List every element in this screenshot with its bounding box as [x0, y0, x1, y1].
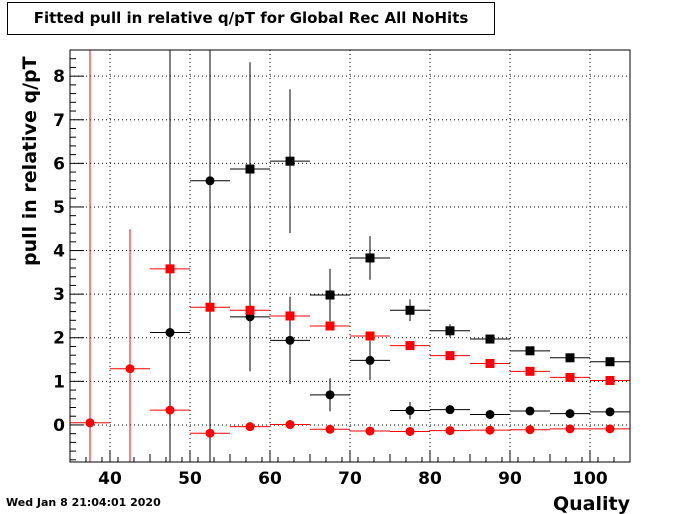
- data-point-circle: [565, 424, 575, 434]
- data-point-circle: [165, 405, 175, 415]
- data-point-circle: [445, 405, 455, 415]
- data-point-circle: [205, 428, 215, 438]
- series-red-circle: [70, 50, 630, 462]
- chart-title: Fitted pull in relative q/pT for Global …: [33, 9, 469, 27]
- y-tick-label: 2: [53, 329, 65, 349]
- data-point-square: [445, 326, 455, 336]
- data-point-square: [285, 311, 295, 321]
- data-point-square: [205, 302, 215, 312]
- data-point-square: [525, 346, 535, 356]
- x-tick-label: 60: [258, 469, 282, 489]
- x-axis-label: Quality: [553, 493, 631, 514]
- x-tick-label: 40: [98, 469, 122, 489]
- series-black-square: [230, 62, 630, 367]
- data-point-square: [605, 375, 615, 385]
- x-tick-label: 50: [178, 469, 202, 489]
- series-black-circle: [150, 50, 630, 462]
- y-tick-label: 0: [53, 416, 65, 436]
- data-point-circle: [325, 390, 335, 400]
- x-tick-label: 80: [418, 469, 442, 489]
- data-point-circle: [285, 420, 295, 430]
- data-point-square: [325, 290, 335, 300]
- data-point-square: [565, 353, 575, 363]
- data-point-square: [245, 164, 255, 174]
- data-point-circle: [325, 424, 335, 434]
- x-tick-label: 100: [572, 469, 608, 489]
- data-point-circle: [605, 424, 615, 434]
- data-point-square: [165, 264, 175, 274]
- data-point-circle: [405, 406, 415, 416]
- data-point-circle: [245, 422, 255, 432]
- y-tick-label: 3: [53, 285, 65, 305]
- data-point-square: [525, 366, 535, 376]
- data-point-square: [325, 321, 335, 331]
- data-point-circle: [605, 407, 615, 417]
- axes: 40 50 60 70 80 90 100 0 1 2 3 4 5 6 7 8: [53, 49, 631, 489]
- y-tick-label: 6: [53, 154, 65, 174]
- data-point-square: [485, 358, 495, 368]
- grid-lines: [70, 50, 630, 462]
- y-tick-label: 8: [53, 67, 65, 87]
- data-point-circle: [565, 409, 575, 419]
- series-red-square: [150, 264, 630, 385]
- data-marks: [70, 50, 630, 462]
- data-point-circle: [405, 426, 415, 436]
- data-point-circle: [365, 355, 375, 365]
- plot-frame: [69, 49, 631, 463]
- y-tick-label: 5: [53, 198, 65, 218]
- y-tick-label: 4: [53, 242, 65, 262]
- data-point-square: [605, 357, 615, 367]
- data-point-square: [365, 331, 375, 341]
- title-box: Fitted pull in relative q/pT for Global …: [7, 2, 495, 35]
- data-point-circle: [485, 409, 495, 419]
- data-point-circle: [525, 406, 535, 416]
- data-point-circle: [285, 335, 295, 345]
- y-tick-label: 1: [53, 372, 65, 392]
- data-point-circle: [485, 425, 495, 435]
- data-point-circle: [125, 364, 135, 374]
- data-point-square: [565, 372, 575, 382]
- data-point-circle: [445, 426, 455, 436]
- data-point-circle: [85, 418, 95, 428]
- x-tick-label: 90: [498, 469, 522, 489]
- x-tick-label: 70: [338, 469, 362, 489]
- y-axis-label: pull in relative q/pT: [19, 56, 41, 266]
- data-point-square: [485, 334, 495, 344]
- data-point-square: [365, 253, 375, 263]
- data-point-square: [405, 341, 415, 351]
- data-point-square: [285, 156, 295, 166]
- data-point-circle: [525, 425, 535, 435]
- data-point-circle: [165, 328, 175, 338]
- data-point-circle: [205, 176, 215, 186]
- data-point-square: [245, 305, 255, 315]
- data-point-square: [405, 305, 415, 315]
- data-point-circle: [365, 426, 375, 436]
- timestamp: Wed Jan 8 21:04:01 2020: [6, 496, 161, 509]
- data-point-square: [445, 351, 455, 361]
- y-tick-label: 7: [53, 111, 65, 131]
